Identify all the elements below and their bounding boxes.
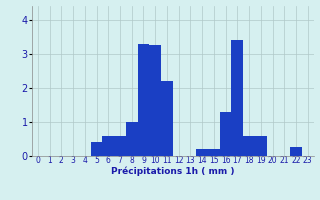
Bar	[114, 136, 126, 156]
Bar	[255, 136, 267, 156]
Bar	[161, 81, 173, 156]
Bar	[208, 149, 220, 156]
Bar	[91, 142, 102, 156]
Bar	[231, 40, 243, 156]
Bar	[290, 147, 302, 156]
Bar	[196, 149, 208, 156]
Bar	[102, 136, 114, 156]
Bar	[220, 112, 231, 156]
X-axis label: Précipitations 1h ( mm ): Précipitations 1h ( mm )	[111, 166, 235, 176]
Bar	[149, 45, 161, 156]
Bar	[126, 122, 138, 156]
Bar	[243, 136, 255, 156]
Bar	[138, 44, 149, 156]
